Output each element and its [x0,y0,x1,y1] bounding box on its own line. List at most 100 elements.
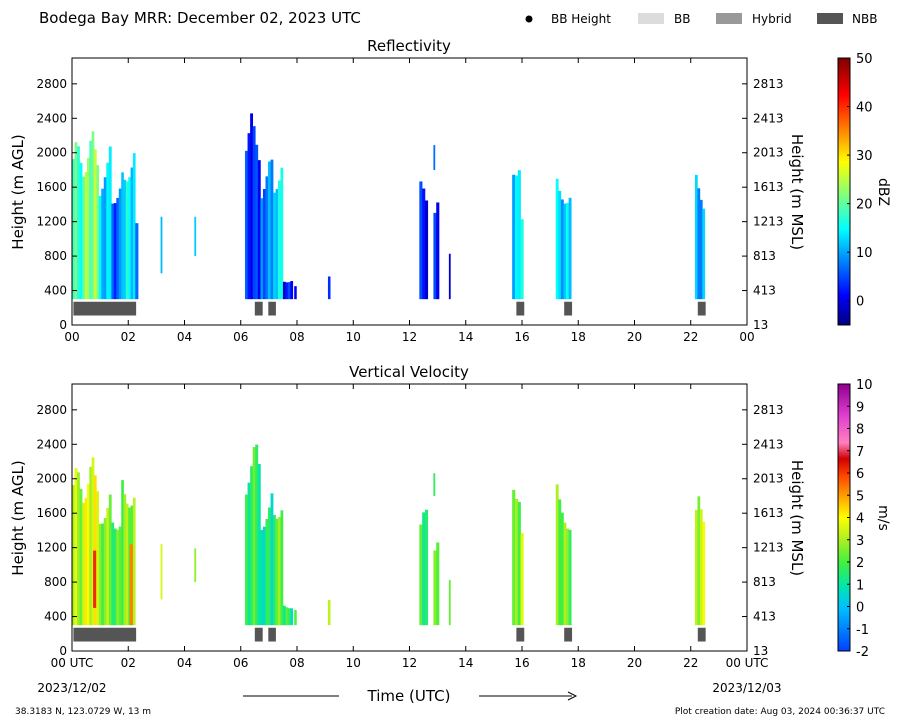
cell-strip [94,149,97,300]
cell-strip [250,113,254,300]
reflectivity-title: Reflectivity [367,37,451,55]
data-cell-9 [244,444,261,626]
x-tick-label: 22 [683,330,698,344]
cell-strip [422,188,426,300]
x-tick-label: 08 [289,656,304,670]
cell-strip [89,140,92,300]
bb-bar-nbb [697,301,706,316]
bb-bar-nbb [73,301,137,316]
y-tick-label-right: 413 [753,610,776,624]
cell-strip [260,198,264,300]
velocity-ylabel-right: Height (m MSL) [788,460,806,576]
x-tick-label: 00 [64,330,79,344]
cell-strip [103,177,107,300]
cell-strip [132,153,136,300]
bb-bar-nbb [268,301,276,316]
cell-strip [111,203,115,300]
cell-strip [96,491,100,626]
data-cell-11 [282,281,294,300]
cell-strip [419,181,423,300]
colorbar-tick-label: 20 [856,198,873,213]
y-tick-label-right: 2013 [753,146,784,160]
colorbar-tick-label: 50 [856,52,873,67]
bb-legend: BB Height BB Hybrid NBB [525,12,877,26]
bb-bar-nbb [268,627,276,642]
velocity-colorbar: -2 -1 0 1 2 3 4 5 6 7 8 9 10 m/s [837,378,891,660]
cell-strip [116,529,120,626]
cell-strip [106,508,110,626]
cell-strip [278,517,281,626]
cell-strip [128,507,131,626]
cell-strip [121,480,124,626]
cell-strip [327,599,331,626]
cell-strip [433,145,436,170]
cell-strip [93,550,97,608]
x-tick-label: 04 [177,656,192,670]
data-cell-3 [98,494,112,626]
cell-strip [558,499,562,626]
legend-bb-height-marker [525,15,533,23]
x-tick-label: 00 UTC [51,656,94,670]
x-tick-label: 00 [739,330,754,344]
colorbar-tick-label: 10 [856,246,873,261]
reflectivity-bb-bars [73,301,706,316]
y-tick-label: 400 [44,610,67,624]
bb-bar-nbb [516,627,525,642]
cell-strip [433,212,437,300]
reflectivity-colorbar-ticks: 0 10 20 30 40 50 [847,52,873,310]
y-tick-label-right: 813 [753,249,776,263]
end-date: 2023/12/03 [712,681,781,695]
y-tick-label: 2800 [36,77,67,91]
cell-strip [74,142,78,300]
cell-strip [287,282,291,300]
cell-strip [265,176,269,300]
legend-bb-swatch [638,13,664,24]
cell-strip [255,144,259,300]
cell-strip [113,528,117,626]
x-tick-label: 10 [346,656,361,670]
velocity-colorbar-label: m/s [875,505,891,531]
cell-strip [560,512,564,626]
y-tick-label: 1600 [36,180,67,194]
cell-strip [77,146,80,300]
bb-bar-nbb [564,301,573,316]
location-text: 38.3183 N, 123.0729 W, 13 m [15,707,151,717]
cell-strip [512,489,516,626]
cell-strip [247,133,251,300]
data-cell-8 [194,548,197,583]
cell-strip [84,498,88,626]
cell-strip [278,180,281,300]
bb-bar-nbb [73,627,137,642]
time-axis-label: Time (UTC) [243,687,578,705]
data-cell-8 [244,113,261,300]
cell-strip [568,197,572,300]
y-tick-label: 1200 [36,541,67,555]
cell-strip [77,472,80,626]
colorbar-tick-label: 10 [856,378,873,393]
y-tick-label-right: 2413 [753,437,784,451]
cell-strip [699,199,703,300]
data-cell-13 [294,610,297,626]
cell-strip [566,203,569,300]
y-tick-label-right: 1613 [753,506,784,520]
colorbar-tick-label: 1 [856,578,864,593]
cell-strip [517,502,521,626]
reflectivity-ylabel: Height (m AGL) [9,134,27,249]
data-cell-16 [433,145,436,170]
cell-strip [270,159,274,300]
y-tick-label-right: 2013 [753,472,784,486]
x-tick-label: 16 [514,330,529,344]
data-cell-4 [121,153,136,300]
x-tick-label: 04 [177,330,192,344]
cell-strip [135,223,139,300]
cell-strip [273,192,276,300]
cell-strip [702,521,706,626]
colorbar-tick-label: 40 [856,101,873,116]
y-tick-label: 0 [59,644,67,658]
reflectivity-panel: Reflectivity 00 02 04 06 08 10 12 14 16 18 20 22 000… [9,37,891,344]
cell-strip [130,167,134,300]
cell-strip [514,175,519,300]
cell-strip [96,165,100,300]
cell-strip [287,608,291,626]
colorbar-tick-label: -1 [856,623,869,638]
